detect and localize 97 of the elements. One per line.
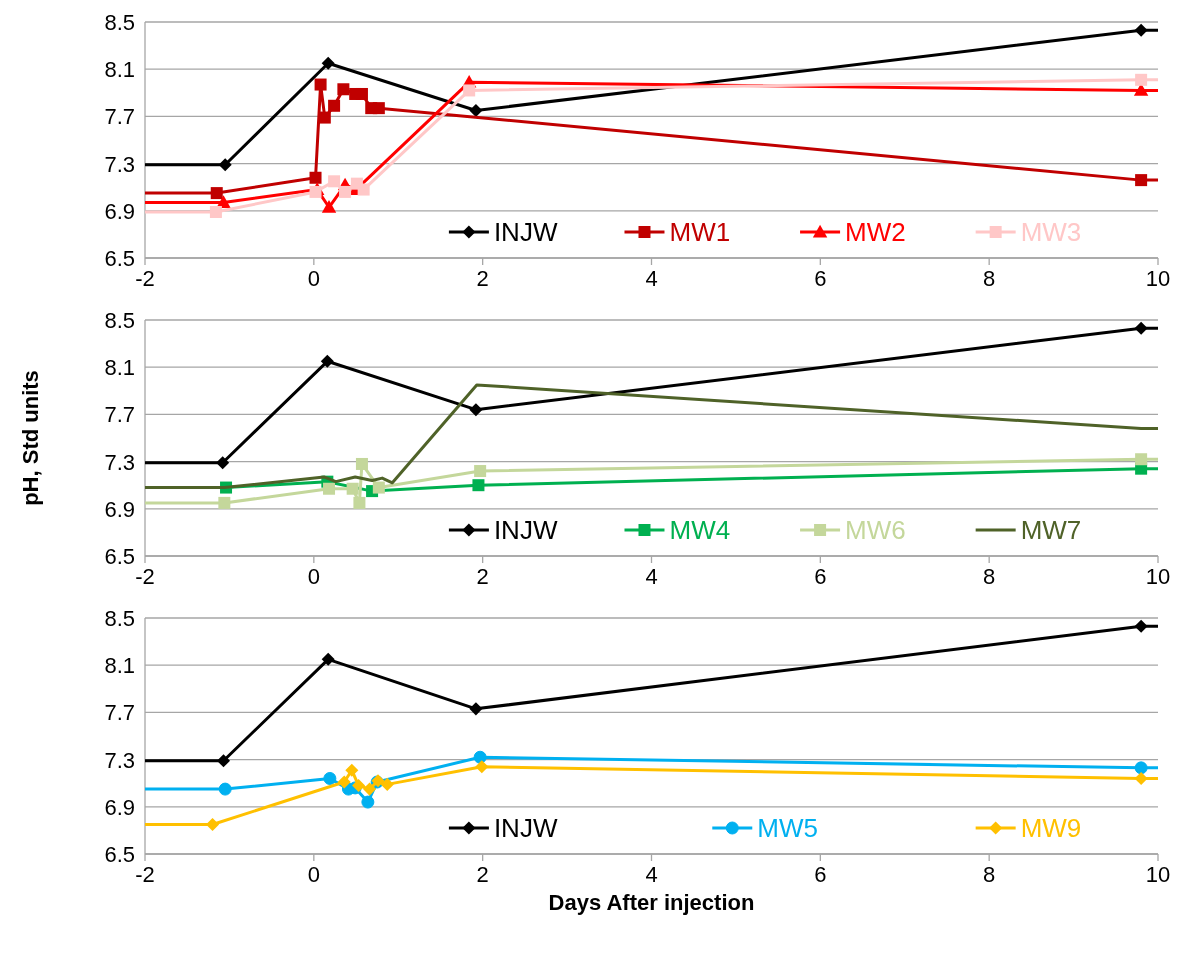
point	[328, 175, 341, 188]
point	[321, 652, 335, 666]
y-tick-label: 6.5	[104, 842, 135, 867]
point	[337, 83, 350, 96]
point	[328, 99, 341, 112]
x-tick-label: 10	[1145, 862, 1171, 887]
x-tick-label: 4	[645, 862, 658, 887]
x-tick-label: 10	[1145, 564, 1171, 589]
x-tick-label: 6	[814, 564, 827, 589]
y-tick-label: 8.5	[104, 10, 135, 35]
point	[357, 183, 370, 196]
point	[372, 102, 385, 115]
x-tick-label: -2	[135, 564, 155, 589]
legend-label: MW3	[1020, 217, 1082, 247]
y-tick-label: 6.9	[104, 198, 135, 224]
point	[314, 78, 327, 91]
point	[355, 457, 368, 470]
point	[337, 775, 351, 789]
point	[1134, 761, 1148, 775]
point	[206, 817, 220, 832]
y-tick-label: 7.3	[104, 151, 135, 177]
point	[339, 185, 352, 198]
point	[463, 84, 476, 97]
point	[1135, 174, 1148, 187]
point	[1133, 83, 1149, 96]
y-axis-title: pH, Std units	[18, 370, 43, 506]
point	[473, 750, 487, 764]
point	[346, 482, 359, 495]
point	[474, 465, 487, 478]
point	[323, 482, 336, 495]
x-tick-label: -2	[135, 862, 155, 887]
point	[345, 763, 359, 777]
point	[469, 403, 483, 417]
point	[472, 479, 485, 492]
y-tick-label: 7.7	[104, 402, 135, 428]
y-tick-label: 8.1	[104, 57, 135, 83]
legend-label: MW4	[669, 515, 731, 545]
point	[216, 456, 230, 470]
legend-label: MW2	[845, 217, 906, 247]
y-tick-label: 6.9	[104, 794, 135, 820]
x-tick-label: 6	[814, 266, 827, 291]
legend-label: MW6	[845, 515, 906, 545]
point	[321, 200, 337, 213]
x-tick-label: 4	[645, 564, 658, 589]
point	[218, 158, 232, 172]
x-tick-label: -2	[135, 266, 155, 291]
legend-label: INJW	[493, 813, 558, 843]
point	[363, 782, 377, 796]
x-tick-label: 10	[1145, 266, 1171, 291]
y-tick-label: 6.9	[104, 496, 135, 522]
x-tick-label: 0	[307, 266, 320, 291]
y-tick-label: 7.3	[104, 747, 135, 773]
legend-label: MW7	[1020, 515, 1082, 545]
point	[469, 103, 483, 118]
x-tick-label: 2	[476, 266, 489, 291]
point	[209, 205, 222, 218]
x-tick-label: 0	[307, 564, 320, 589]
point	[1135, 73, 1148, 86]
point	[321, 56, 335, 70]
x-tick-label: 2	[476, 564, 489, 589]
x-tick-label: 8	[983, 266, 996, 291]
legend-label: MW5	[757, 813, 818, 843]
point	[210, 187, 223, 200]
point	[353, 496, 366, 509]
y-tick-label: 7.7	[104, 700, 135, 726]
legend-label: MW9	[1020, 813, 1082, 843]
y-tick-label: 6.5	[104, 246, 135, 271]
point	[218, 496, 231, 509]
x-axis-title: Days After injection	[548, 890, 755, 915]
y-tick-label: 8.1	[104, 355, 135, 381]
x-tick-label: 8	[983, 564, 996, 589]
legend-label: INJW	[493, 217, 558, 247]
point	[469, 702, 483, 716]
y-tick-label: 8.1	[104, 653, 135, 679]
y-tick-label: 8.5	[104, 308, 135, 333]
x-tick-label: 0	[307, 862, 320, 887]
x-tick-label: 6	[814, 862, 827, 887]
x-tick-label: 4	[645, 266, 658, 291]
point	[320, 354, 334, 368]
point	[318, 111, 331, 124]
y-tick-label: 8.5	[104, 606, 135, 631]
y-tick-label: 6.5	[104, 544, 135, 569]
point	[352, 779, 366, 793]
x-tick-label: 8	[983, 862, 996, 887]
y-tick-label: 7.7	[104, 104, 135, 130]
point	[309, 171, 322, 184]
legend-label: MW1	[669, 217, 731, 247]
point	[380, 777, 394, 791]
point	[475, 760, 489, 774]
point	[1135, 453, 1148, 466]
point	[218, 782, 232, 796]
point	[361, 795, 375, 809]
point	[372, 481, 385, 494]
y-tick-label: 7.3	[104, 449, 135, 475]
x-tick-label: 2	[476, 862, 489, 887]
legend-label: INJW	[493, 515, 558, 545]
point	[323, 771, 337, 785]
